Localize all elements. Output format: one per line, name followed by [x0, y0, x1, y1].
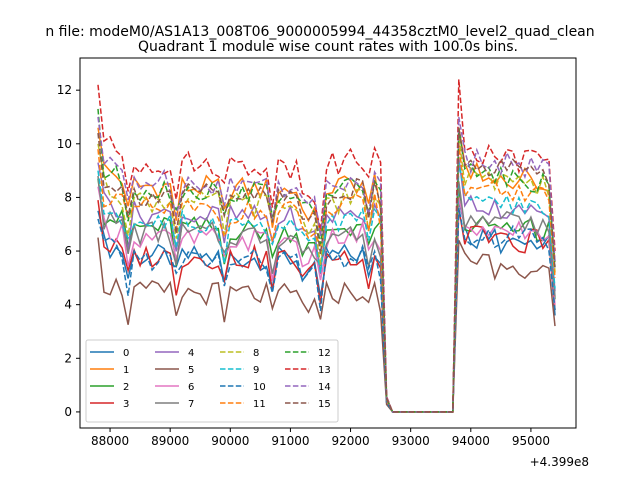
y-tick-label: 0	[64, 405, 72, 419]
legend-label-14: 14	[318, 382, 331, 393]
x-tick-label: 88000	[91, 434, 129, 448]
x-offset-label: +4.399e8	[530, 455, 589, 469]
legend-label-4: 4	[188, 348, 194, 359]
x-tick-label: 92000	[331, 434, 369, 448]
legend-label-12: 12	[318, 348, 331, 359]
series-lines	[97, 79, 556, 413]
series-line-7	[97, 175, 556, 413]
x-tick-label: 93000	[392, 434, 430, 448]
y-tick-label: 12	[57, 83, 72, 97]
legend-label-7: 7	[188, 399, 194, 410]
x-tick-label: 94000	[452, 434, 490, 448]
series-line-13	[97, 79, 556, 413]
legend-label-1: 1	[123, 365, 129, 376]
legend-label-11: 11	[253, 399, 266, 410]
y-tick-label: 10	[57, 137, 72, 151]
y-tick-label: 2	[64, 351, 72, 365]
series-line-10	[97, 207, 556, 413]
legend-label-0: 0	[123, 348, 129, 359]
legend-label-9: 9	[253, 365, 259, 376]
plot-area: 88000 89000 90000 91000 92000 93000 94000 95000…	[57, 57, 577, 448]
axes-frame	[79, 57, 577, 429]
x-tick-label: 95000	[512, 434, 550, 448]
chart-title: Quadrant 1 module wise count rates with …	[138, 39, 518, 55]
series-line-5	[97, 237, 556, 413]
legend-box	[85, 339, 339, 423]
suptitle: n file: modeM0/AS1A13_008T06_9000005994_…	[45, 24, 594, 40]
series-line-9	[97, 162, 556, 413]
legend-label-15: 15	[318, 399, 331, 410]
legend-label-8: 8	[253, 348, 259, 359]
y-tick-label: 8	[64, 190, 72, 204]
x-tick-label: 90000	[211, 434, 249, 448]
legend-label-13: 13	[318, 365, 331, 376]
y-tick-label: 6	[64, 244, 72, 258]
legend-label-3: 3	[123, 399, 129, 410]
legend-label-2: 2	[123, 382, 129, 393]
axis-ticks: 88000 89000 90000 91000 92000 93000 94000 95000…	[57, 83, 550, 448]
series-line-15	[97, 127, 556, 413]
legend-label-10: 10	[253, 382, 266, 393]
legend-label-6: 6	[188, 382, 194, 393]
legend-label-5: 5	[188, 365, 194, 376]
series-line-12	[97, 108, 556, 413]
x-tick-label: 91000	[271, 434, 309, 448]
y-tick-label: 4	[64, 298, 72, 312]
x-tick-label: 89000	[151, 434, 189, 448]
series-line-14	[97, 116, 556, 413]
